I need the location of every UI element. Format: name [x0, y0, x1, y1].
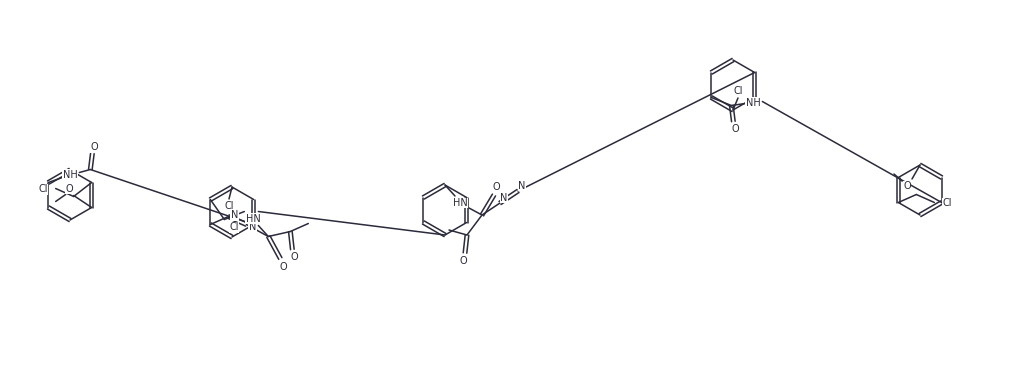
Text: HN: HN: [246, 213, 260, 223]
Text: NH: NH: [63, 170, 78, 180]
Text: Cl: Cl: [38, 184, 47, 195]
Text: O: O: [280, 261, 287, 272]
Text: N: N: [500, 193, 507, 203]
Text: N: N: [230, 210, 238, 220]
Text: HN: HN: [453, 198, 467, 208]
Text: O: O: [903, 181, 911, 191]
Text: Cl: Cl: [224, 201, 234, 211]
Text: Cl: Cl: [229, 222, 239, 232]
Text: O: O: [732, 123, 739, 134]
Text: Cl: Cl: [734, 86, 743, 96]
Text: O: O: [91, 142, 98, 153]
Text: O: O: [290, 252, 298, 262]
Text: O: O: [66, 183, 73, 194]
Text: O: O: [459, 256, 467, 266]
Text: N: N: [249, 222, 256, 231]
Text: NH: NH: [746, 98, 760, 108]
Text: Cl: Cl: [943, 198, 952, 208]
Text: O: O: [492, 182, 500, 192]
Text: N: N: [519, 181, 526, 191]
